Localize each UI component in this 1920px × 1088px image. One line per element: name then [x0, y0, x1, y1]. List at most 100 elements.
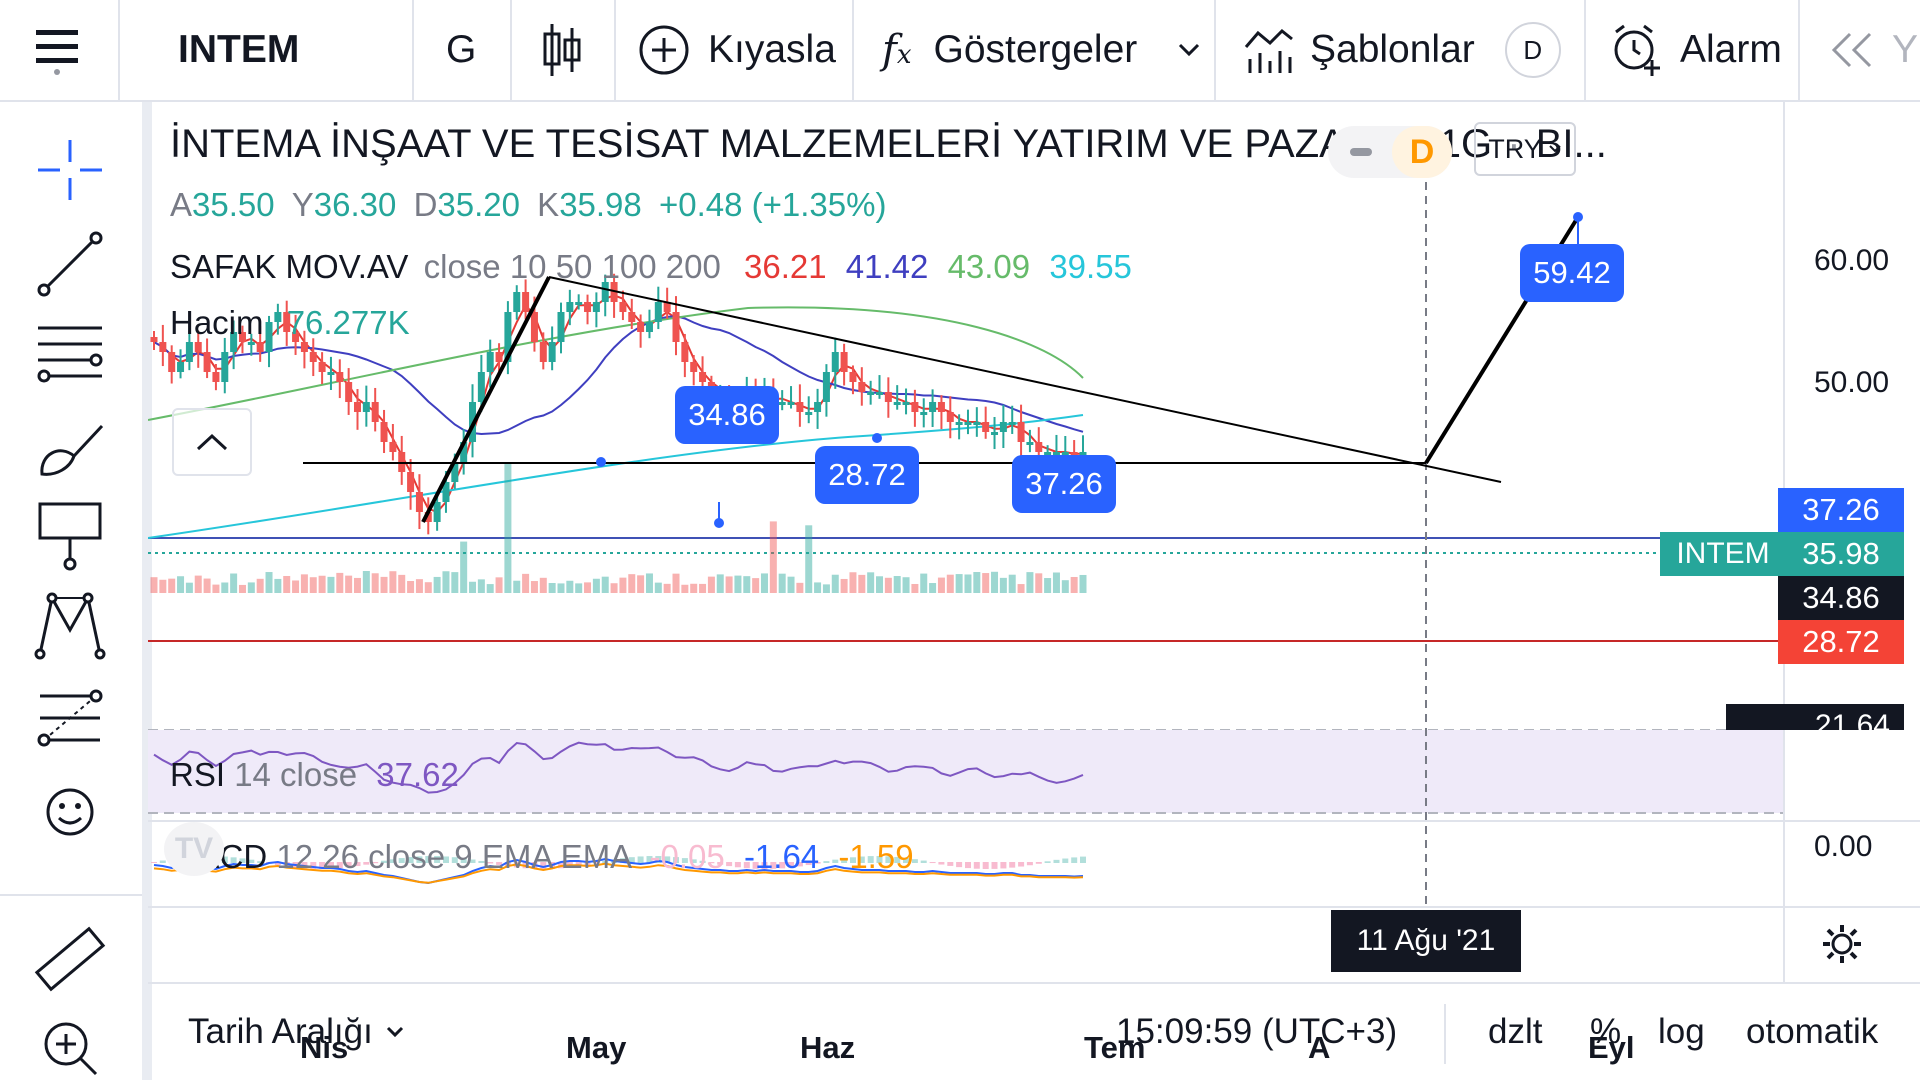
volume-bar: [973, 572, 981, 593]
volume-bar: [645, 573, 653, 593]
templates-button[interactable]: Şablonlar D: [1244, 0, 1561, 100]
symbol-title[interactable]: İNTEMA İNŞAAT VE TESİSAT MALZEMELERİ YAT…: [170, 122, 1380, 166]
volume-bar: [752, 578, 760, 593]
price-tick: 60.00: [1814, 244, 1890, 277]
candle-body: [371, 402, 379, 422]
crosshair-icon[interactable]: [30, 130, 110, 210]
candle-body: [1070, 452, 1078, 457]
pattern-icon[interactable]: [30, 584, 110, 664]
brush-icon[interactable]: [30, 404, 110, 484]
macd-hist-bar: [876, 856, 883, 863]
candle-body: [654, 302, 662, 322]
candle-body: [150, 337, 158, 342]
candle-body: [787, 402, 795, 405]
callout-59-42[interactable]: 59.42: [1520, 244, 1624, 302]
zoom-in-icon[interactable]: [30, 1008, 110, 1088]
alarm-button[interactable]: Alarm: [1610, 0, 1782, 100]
macd-hist-bar: [850, 857, 856, 863]
ruler-icon[interactable]: [30, 918, 110, 998]
crosshair-date-label: 11 Ağu '21: [1331, 910, 1521, 972]
macd-hist-bar: [920, 860, 927, 863]
market-status-pill[interactable]: D: [1328, 126, 1452, 178]
volume-bar: [548, 583, 556, 593]
candle-body: [274, 312, 282, 322]
candles-icon[interactable]: [540, 0, 584, 100]
volume-bar: [1052, 572, 1060, 593]
smile-icon[interactable]: [30, 772, 110, 852]
gear-icon[interactable]: [1820, 922, 1864, 966]
macd-legend[interactable]: MACD 12 26 close 9 EMA EMA -0.05 -1.64 -…: [170, 838, 914, 876]
macd-hist-bar: [841, 858, 848, 863]
mov-av-legend[interactable]: SAFAK MOV.AV close 10 50 100 200 36.21 4…: [170, 248, 1132, 286]
log-toggle[interactable]: log: [1658, 1012, 1705, 1051]
volume-legend[interactable]: Hacim 76.277K: [170, 304, 410, 342]
interval-button[interactable]: G: [446, 28, 477, 71]
symbol-search[interactable]: INTEM: [178, 28, 300, 71]
rsi-params: 14 close: [234, 756, 358, 793]
templates-label: Şablonlar: [1310, 28, 1475, 71]
indicators-button[interactable]: fx Göstergeler: [882, 0, 1201, 100]
chevron-down-icon: [1549, 145, 1561, 153]
macd-hist-bar: [248, 859, 255, 863]
price-label-line3: 28.72: [1778, 620, 1904, 664]
candle-body: [584, 302, 592, 312]
title-separator: ·: [1507, 122, 1521, 166]
macd-hist-bar: [443, 856, 449, 863]
volume-bar: [787, 576, 795, 593]
volume-bar: [185, 582, 193, 593]
macd-hist-bar: [903, 857, 909, 863]
projection-icon[interactable]: [30, 678, 110, 758]
last-price-label: 35.98: [1778, 532, 1904, 576]
auto-toggle[interactable]: otomatik: [1746, 1012, 1879, 1051]
volume-bar: [513, 580, 521, 593]
compare-button[interactable]: Kıyasla: [638, 0, 836, 100]
macd-hist-bar: [681, 858, 688, 863]
macd-hist-bar: [274, 862, 281, 866]
percent-toggle[interactable]: %: [1590, 1012, 1622, 1051]
chart-pane[interactable]: İNTEMA İNŞAAT VE TESİSAT MALZEMELERİ YAT…: [148, 102, 1920, 1065]
symbol-price-tag: INTEM: [1660, 532, 1786, 576]
volume-bar: [849, 572, 857, 593]
candle-body: [1044, 452, 1052, 455]
clock-label[interactable]: 15:09:59 (UTC+3): [1116, 1012, 1398, 1051]
macd-hist-bar: [372, 862, 379, 864]
fib-icon[interactable]: [30, 314, 110, 394]
candle-body: [840, 352, 848, 372]
volume-bar: [575, 583, 583, 593]
volume-bar: [300, 574, 308, 593]
macd-hist-bar: [673, 857, 679, 863]
macd-hist-bar: [575, 862, 582, 867]
volume-axis-clip: 21.64: [1726, 704, 1904, 730]
candle-body: [168, 352, 176, 372]
currency-select[interactable]: TRY: [1474, 122, 1576, 176]
macd-hist-bar: [1053, 859, 1060, 863]
ohlc-legend: A35.50 Y36.30 D35.20 K35.98 +0.48 (+1.35…: [170, 186, 886, 224]
menu-icon[interactable]: [36, 0, 78, 100]
volume-bar: [336, 572, 344, 593]
mov-av-name: SAFAK MOV.AV: [170, 248, 409, 285]
trendline-icon[interactable]: [30, 224, 110, 304]
time-label: Nis: [300, 1030, 349, 1065]
callout-28-72[interactable]: 28.72: [815, 446, 919, 504]
macd-hist-bar: [398, 858, 405, 863]
callout-34-86[interactable]: 34.86: [675, 386, 779, 444]
callout-37-26[interactable]: 37.26: [1012, 455, 1116, 513]
macd-hist-bar: [389, 859, 396, 863]
volume-bar: [371, 573, 379, 593]
exchange-label: BI...: [1535, 122, 1607, 166]
candle-body: [327, 372, 335, 375]
volume-bar: [539, 577, 547, 593]
replay-button[interactable]: Y: [1830, 0, 1918, 100]
candle-body: [477, 372, 485, 402]
adjust-toggle[interactable]: dzlt: [1488, 1012, 1543, 1051]
macd-hist-bar: [938, 862, 945, 865]
rsi-legend[interactable]: RSI 14 close 37.62: [170, 756, 459, 794]
volume-bar: [460, 541, 468, 593]
volume-bar: [353, 577, 361, 593]
collapse-legend-button[interactable]: [172, 408, 252, 476]
volume-bar: [743, 576, 751, 593]
text-icon[interactable]: [30, 494, 110, 574]
volume-bar: [982, 573, 990, 593]
volume-bar: [610, 583, 618, 593]
date-range-button[interactable]: Tarih Aralığı: [188, 984, 405, 1080]
